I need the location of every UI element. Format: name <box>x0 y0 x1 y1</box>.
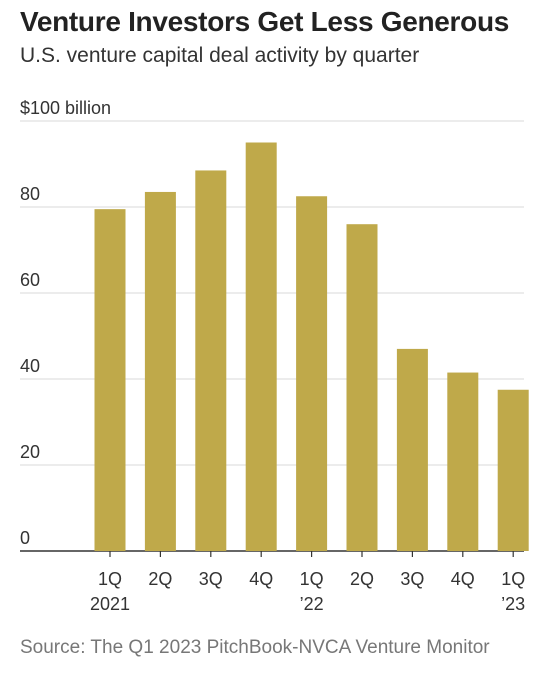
x-tick-label: 2021 <box>90 594 130 614</box>
y-tick-label: $100 billion <box>20 98 111 118</box>
x-tick-label: ’22 <box>300 594 324 614</box>
bar-chart: $100 billion 80 60 40 20 0 1Q 2021 2Q 3Q 4Q 1Q ’22 2… <box>20 98 529 614</box>
x-tick-label: 3Q <box>400 569 424 589</box>
bar <box>296 196 328 551</box>
bar <box>447 372 479 551</box>
x-axis-ticks: 1Q 2021 2Q 3Q 4Q 1Q ’22 2Q 3Q 4Q 1Q ’23 <box>90 551 525 614</box>
x-tick-label: 1Q <box>501 569 525 589</box>
y-tick-label: 40 <box>20 356 40 376</box>
y-tick-label: 80 <box>20 184 40 204</box>
x-tick-label: 1Q <box>98 569 122 589</box>
x-tick-label: 3Q <box>199 569 223 589</box>
x-tick-label: 4Q <box>451 569 475 589</box>
y-tick-label: 20 <box>20 442 40 462</box>
bar <box>144 191 176 551</box>
bar <box>346 224 378 551</box>
y-tick-label: 0 <box>20 528 30 548</box>
x-tick-label: ’23 <box>501 594 525 614</box>
source-note: Source: The Q1 2023 PitchBook-NVCA Ventu… <box>20 637 490 658</box>
chart-title: Venture Investors Get Less Generous <box>20 6 510 37</box>
y-axis-ticks: $100 billion 80 60 40 20 0 <box>20 98 111 548</box>
x-tick-label: 2Q <box>148 569 172 589</box>
x-tick-label: 2Q <box>350 569 374 589</box>
bar <box>195 170 227 551</box>
bar <box>396 348 428 551</box>
bars <box>94 142 529 551</box>
bar <box>497 389 529 551</box>
x-tick-label: 4Q <box>249 569 273 589</box>
chart-subtitle: U.S. venture capital deal activity by qu… <box>20 44 420 67</box>
y-tick-label: 60 <box>20 270 40 290</box>
bar <box>94 209 126 551</box>
x-tick-label: 1Q <box>300 569 324 589</box>
bar <box>245 142 277 551</box>
